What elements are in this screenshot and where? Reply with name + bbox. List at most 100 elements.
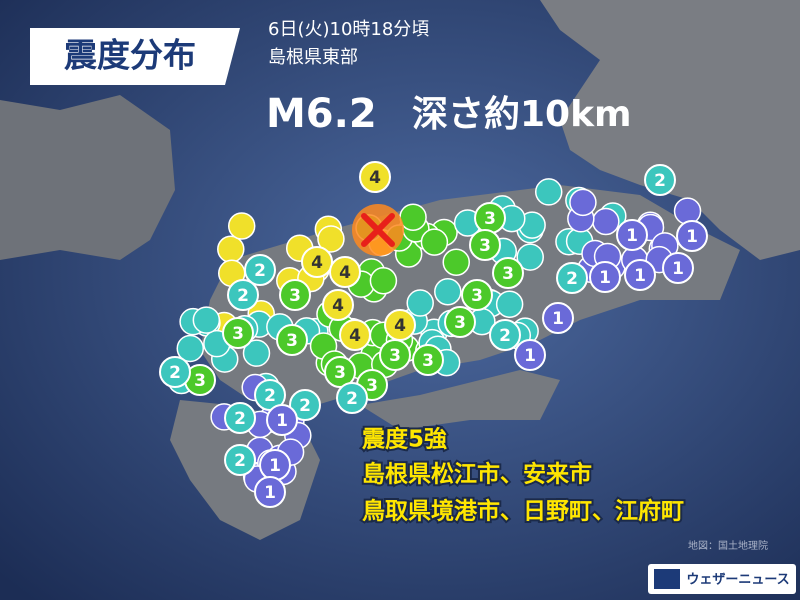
station-dot [534,178,563,206]
intensity-label: 1 [672,259,684,279]
intensity-marker [644,164,676,196]
station-dot [592,207,620,236]
intensity-marker [514,339,546,371]
intensity-marker [301,246,333,278]
intensity-label: 3 [366,376,378,396]
intensity-marker [542,302,574,334]
intensity-label: 1 [599,268,611,288]
station-dot [399,203,427,231]
intensity-marker [244,254,276,286]
intensity-marker [224,402,256,434]
intensity-marker [469,229,501,261]
intensity-label: 1 [686,227,698,247]
intensity-marker [359,161,391,193]
intensity-label: 2 [346,389,358,409]
station-dot [217,235,245,264]
title: 震度分布 [64,36,196,75]
intensity-label: 2 [264,386,276,406]
intensity-marker [412,344,444,376]
intensity-label: 1 [634,266,646,286]
intensity-label: 1 [552,309,564,329]
intensity-marker [336,382,368,414]
brand-box [648,564,796,594]
station-dot [176,334,205,363]
intensity-label: 2 [234,451,246,471]
land-korea [0,95,175,260]
intensity-label: 2 [254,261,266,281]
intensity-marker [266,404,298,436]
intensity-marker [222,317,254,349]
intensity-label: 2 [499,326,511,346]
intensity-label: 3 [232,324,244,344]
intensity-label: 2 [566,269,578,289]
intensity-label: 4 [394,316,406,336]
intensity-marker [324,356,356,388]
intensity-label: 4 [332,296,344,316]
epicenter [352,204,404,256]
intensity-label: 3 [389,346,401,366]
station-dot [442,248,470,276]
intensity-label: 3 [484,209,496,229]
intensity-marker [489,319,521,351]
intensity-label: 2 [237,286,249,306]
intensity-marker [444,306,476,338]
intensity-marker [556,262,588,294]
station-dot [569,188,597,217]
intensity-marker [289,389,321,421]
brand: ウェザーニュース [686,573,789,588]
intensity-label: 3 [289,286,301,306]
station-dot [516,243,544,271]
intensity-label: 4 [311,253,323,273]
intensity-label: 2 [169,363,181,383]
intensity-label: 1 [264,483,276,503]
intensity-marker [322,289,354,321]
intensity-marker [276,324,308,356]
intensity-marker [379,339,411,371]
station-dot [242,339,271,367]
intensity-marker [279,279,311,311]
intensity-label: 3 [286,331,298,351]
station-dot [192,306,221,334]
depth: 深さ約10km [412,94,632,135]
intensity-marker [676,220,708,252]
intensity-label: 2 [654,171,666,191]
station-dot [495,290,524,319]
brand-logo [654,569,680,589]
summary-intensity: 震度5強 [362,426,447,453]
intensity-marker [492,257,524,289]
region: 島根県東部 [268,47,358,68]
intensity-marker [159,356,191,388]
intensity-label: 2 [299,396,311,416]
station-dot [406,289,434,317]
summary-line: 鳥取県境港市、日野町、江府町 [362,498,684,525]
intensity-label: 4 [339,263,351,283]
intensity-label: 3 [454,313,466,333]
intensity-marker [662,252,694,284]
station-dot [420,228,449,256]
station-dot [317,225,345,253]
station-dot [227,212,256,240]
intensity-label: 1 [276,411,288,431]
epicenter-cross [361,213,395,247]
intensity-label: 1 [269,456,281,476]
intensity-marker [227,279,259,311]
intensity-marker [329,256,361,288]
intensity-label: 3 [194,371,206,391]
intensity-marker [339,319,371,351]
intensity-label: 3 [334,363,346,383]
intensity-label: 3 [479,236,491,256]
magnitude: M6.2 [266,91,377,137]
summary-line: 島根県松江市、安来市 [362,461,592,488]
intensity-marker [624,259,656,291]
intensity-label: 1 [626,226,638,246]
intensity-marker [616,219,648,251]
intensity-marker [254,476,286,508]
station-dot [434,277,462,306]
intensity-marker [224,444,256,476]
intensity-label: 1 [524,346,536,366]
land-shikoku [360,370,560,430]
intensity-marker [461,279,493,311]
intensity-label: 3 [502,264,514,284]
